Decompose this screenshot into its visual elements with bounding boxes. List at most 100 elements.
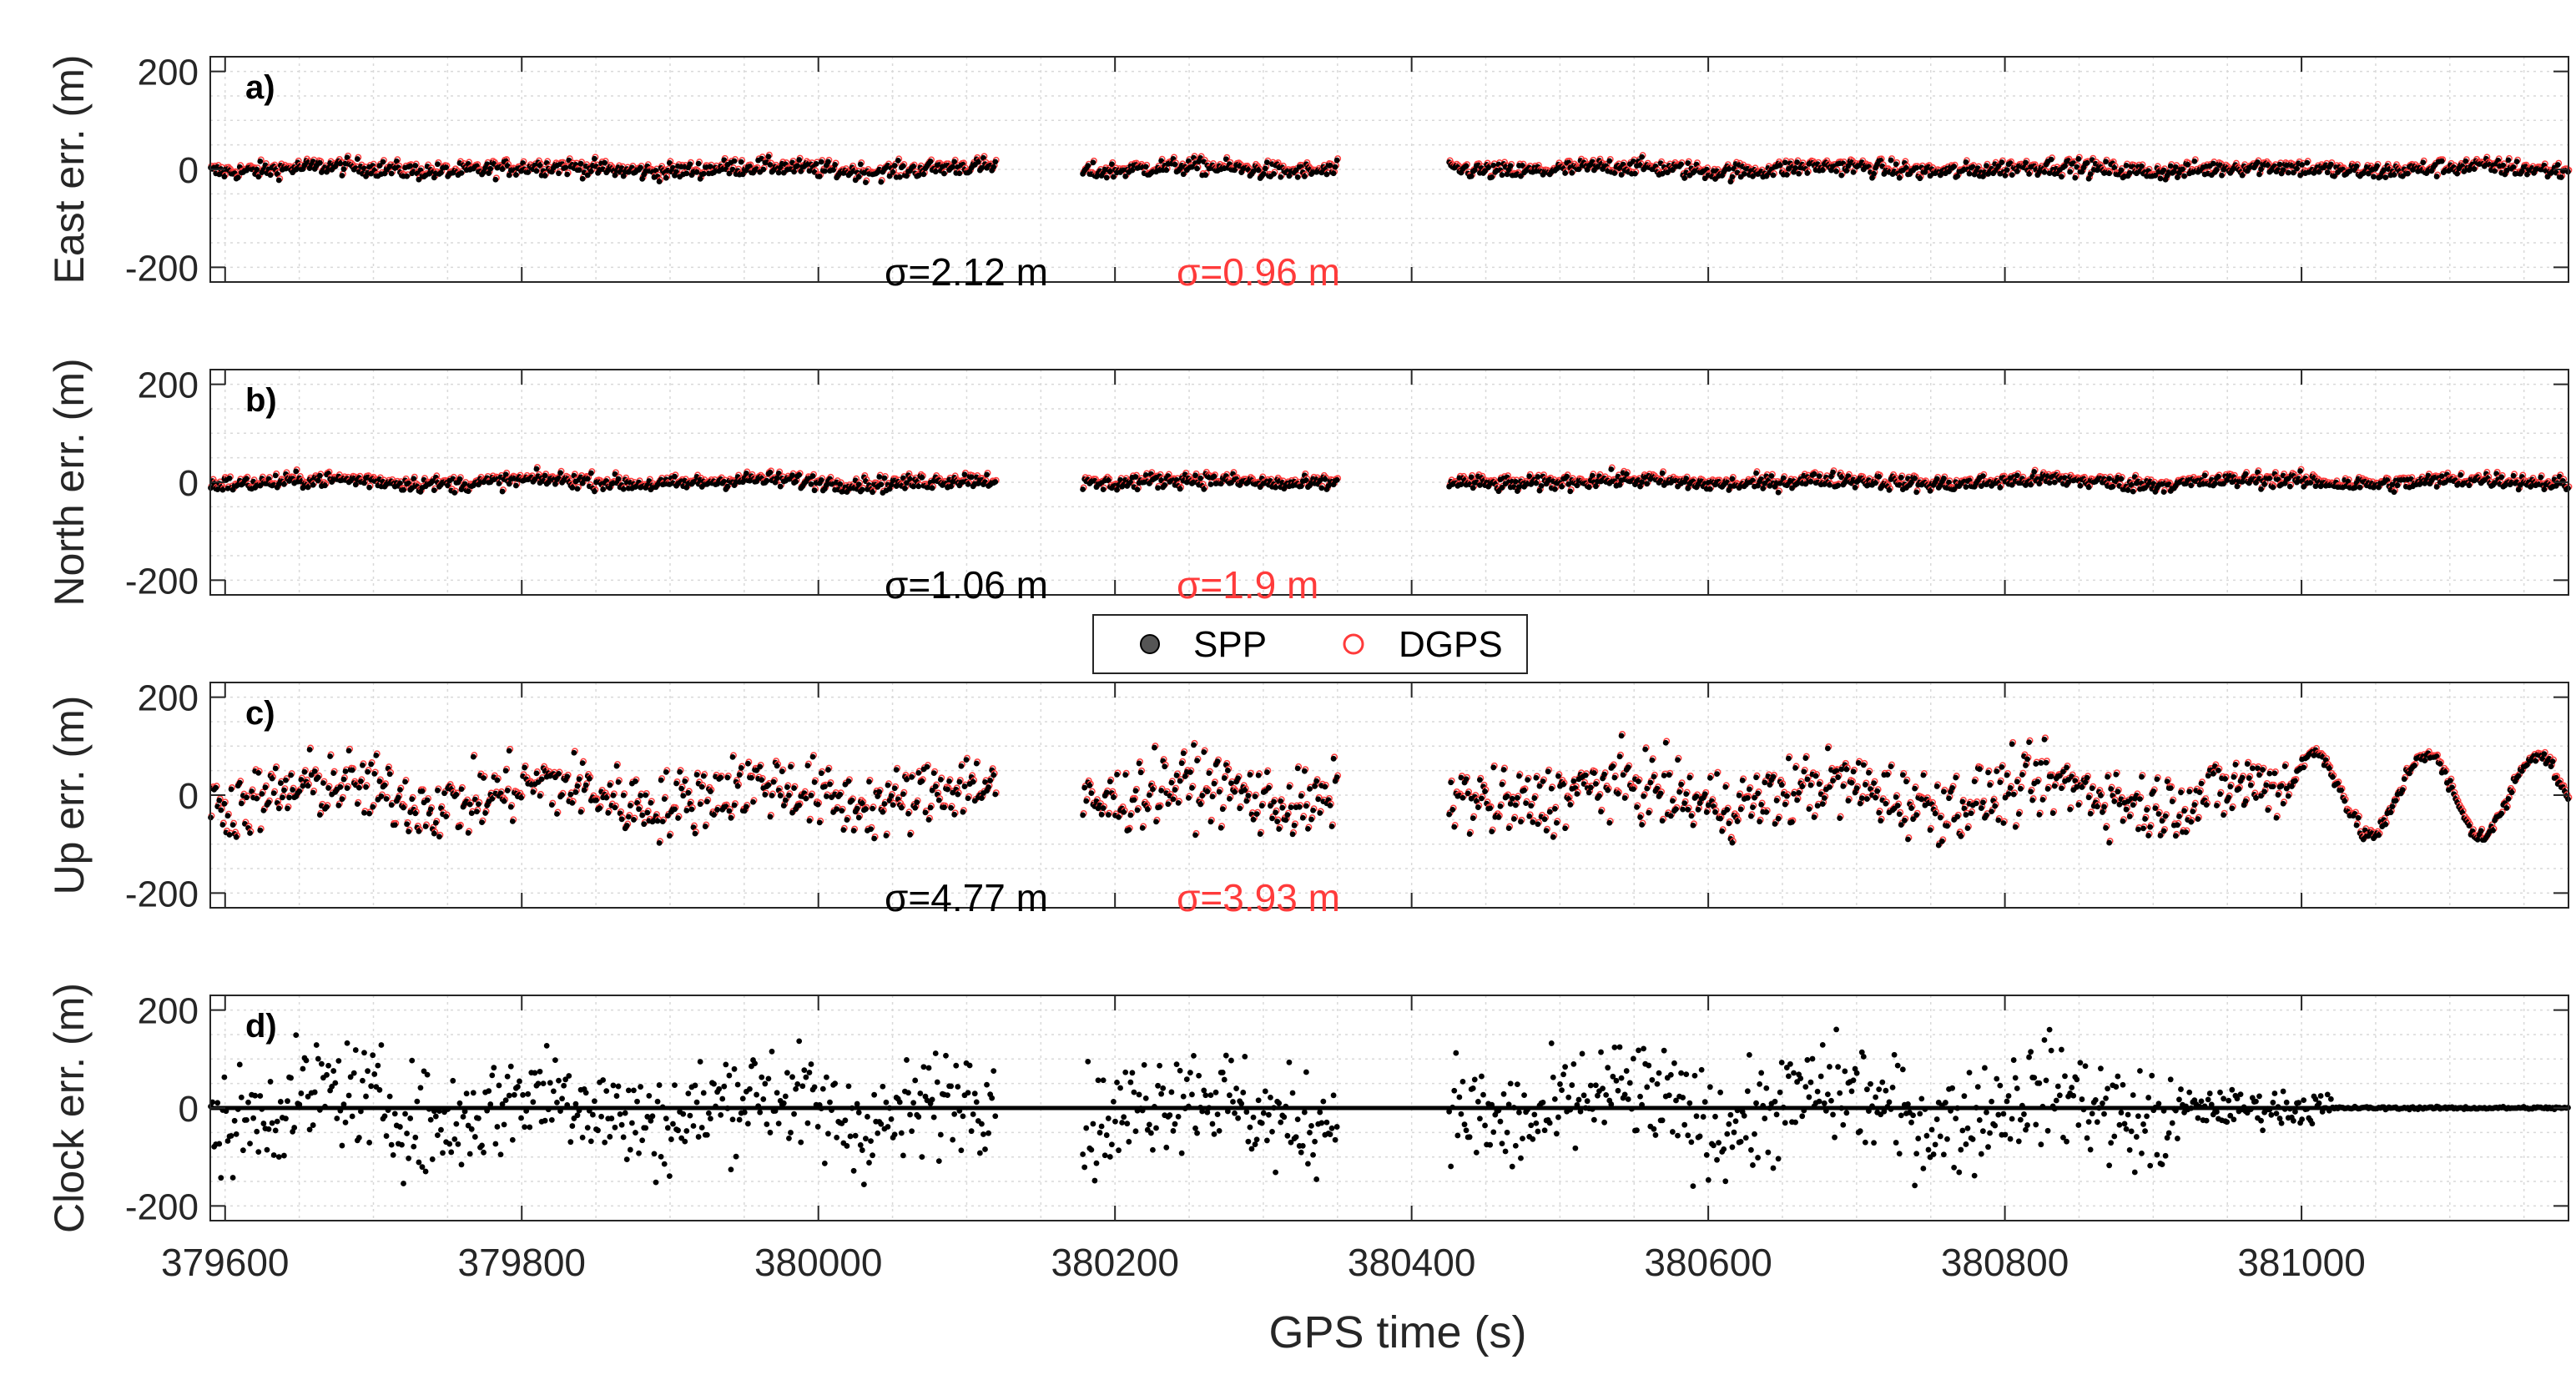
- spp-point: [2219, 172, 2225, 179]
- spp-point: [1768, 473, 1775, 479]
- spp-point: [376, 163, 383, 169]
- spp-point: [878, 481, 885, 488]
- spp-point: [1332, 164, 1338, 170]
- spp-point: [1562, 170, 1569, 176]
- spp-point: [1322, 166, 1328, 173]
- spp-point: [1538, 482, 1545, 489]
- spp-point: [564, 171, 571, 178]
- spp-point: [695, 160, 702, 167]
- spp-point: [2258, 166, 2264, 173]
- spp-point: [726, 170, 733, 177]
- spp-point: [1134, 486, 1141, 493]
- spp-point: [1912, 475, 1918, 481]
- spp-point: [458, 169, 465, 176]
- spp-point: [1085, 163, 1091, 169]
- spp-point: [915, 172, 922, 179]
- spp-point: [920, 171, 927, 178]
- spp-point: [811, 487, 818, 494]
- spp-point: [1222, 156, 1229, 163]
- spp-point: [2002, 172, 2009, 179]
- spp-point: [2505, 157, 2512, 164]
- spp-point: [587, 169, 594, 174]
- spp-point: [1933, 476, 1940, 482]
- spp-point: [1163, 167, 1170, 174]
- spp-point: [1172, 161, 1178, 168]
- spp-point: [1927, 488, 1933, 494]
- spp-point: [438, 169, 444, 176]
- spp-point: [1873, 480, 1879, 486]
- spp-point: [366, 484, 373, 491]
- spp-point: [2211, 481, 2218, 486]
- spp-point: [1504, 171, 1510, 178]
- spp-point: [1122, 174, 1129, 179]
- spp-point: [825, 159, 831, 165]
- spp-point: [870, 489, 875, 496]
- spp-point: [1963, 159, 1969, 165]
- spp-point: [2382, 174, 2389, 181]
- spp-point: [412, 163, 419, 169]
- spp-point: [1886, 486, 1893, 493]
- spp-point: [293, 468, 300, 475]
- spp-point: [1485, 164, 1492, 171]
- spp-point: [760, 166, 767, 173]
- y-tick-label: 200: [138, 53, 199, 93]
- spp-point: [1963, 484, 1969, 490]
- spp-point: [837, 481, 844, 487]
- spp-point: [1177, 486, 1183, 492]
- spp-point: [1189, 164, 1195, 170]
- spp-point: [796, 157, 803, 163]
- spp-point: [2110, 483, 2116, 490]
- spp-point: [1155, 485, 1161, 491]
- spp-point: [1330, 170, 1337, 177]
- spp-point: [2014, 169, 2020, 174]
- spp-point: [1333, 157, 1340, 164]
- spp-point: [557, 470, 563, 476]
- spp-point: [2126, 169, 2133, 176]
- spp-point: [451, 490, 458, 496]
- spp-point: [2554, 162, 2561, 168]
- spp-point: [991, 164, 997, 170]
- spp-point: [592, 488, 597, 495]
- spp-point: [1741, 170, 1747, 177]
- spp-point: [221, 174, 228, 180]
- spp-point: [443, 164, 449, 171]
- spp-point: [272, 167, 279, 173]
- spp-point: [1997, 484, 2004, 491]
- spp-point: [577, 160, 584, 167]
- spp-point: [2075, 156, 2082, 162]
- spp-point: [1807, 478, 1814, 485]
- spp-point: [492, 176, 499, 183]
- spp-point: [2118, 167, 2125, 174]
- spp-point: [380, 159, 386, 165]
- spp-point: [818, 159, 824, 165]
- spp-point: [2031, 469, 2038, 475]
- spp-point: [234, 174, 241, 181]
- spp-point: [370, 163, 376, 169]
- spp-point: [2201, 472, 2208, 479]
- spp-point: [465, 488, 471, 495]
- sigma-annotation-spp: σ=2.12 m: [885, 250, 1048, 294]
- spp-point: [2106, 170, 2113, 177]
- spp-point: [434, 161, 441, 168]
- spp-point: [1940, 476, 1947, 481]
- spp-point: [584, 476, 591, 482]
- spp-point: [337, 160, 344, 167]
- spp-point: [2009, 172, 2015, 179]
- spp-point: [540, 168, 547, 174]
- spp-point: [2084, 159, 2090, 166]
- spp-point: [2181, 173, 2187, 179]
- spp-point: [832, 162, 839, 168]
- spp-point: [1876, 473, 1883, 480]
- spp-point: [809, 164, 816, 171]
- spp-point: [2261, 481, 2268, 487]
- spp-point: [1871, 170, 1877, 177]
- spp-point: [525, 169, 532, 175]
- spp-point: [1753, 470, 1759, 476]
- spp-point: [1535, 474, 1541, 480]
- spp-point: [2051, 479, 2058, 486]
- spp-point: [764, 477, 770, 484]
- spp-point: [1471, 167, 1478, 174]
- spp-point: [2046, 480, 2053, 486]
- spp-point: [272, 472, 279, 479]
